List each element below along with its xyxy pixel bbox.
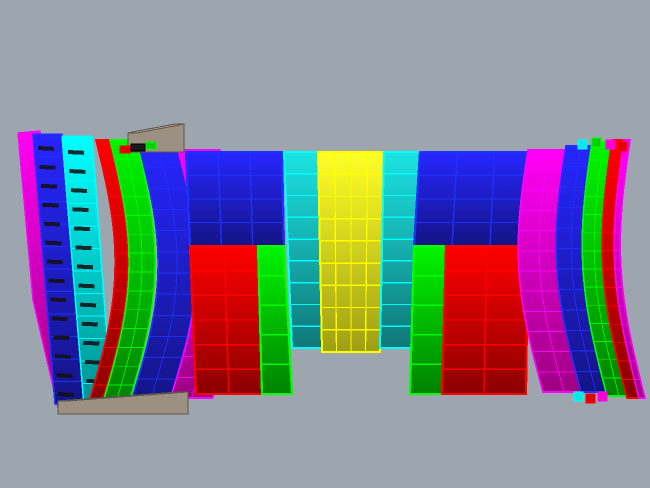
element-id-label — [47, 259, 64, 265]
element-id-label — [45, 240, 62, 246]
right-cap — [573, 391, 584, 402]
marker — [130, 143, 146, 152]
marker — [119, 145, 131, 154]
element-id-label — [73, 226, 91, 232]
element-id-label — [56, 373, 73, 378]
element-id-label — [54, 354, 71, 359]
marker — [145, 141, 157, 150]
element-id-label — [39, 164, 56, 170]
support-block-bottom-top — [57, 391, 189, 402]
panel-right-strip-magenta-coline — [538, 149, 565, 393]
panel-left-strip-green-coline — [115, 139, 143, 405]
panel-right-strip-blue-coline — [570, 145, 597, 393]
element-id-label — [53, 335, 70, 341]
right-cap — [591, 137, 602, 148]
element-id-label — [78, 283, 95, 289]
panel-deck-cyan-left — [283, 151, 323, 349]
element-id-label — [67, 150, 84, 155]
panel-right-pier-blue — [412, 150, 534, 248]
right-cap — [597, 391, 608, 402]
panel-left-pier-green-face — [256, 244, 294, 396]
support-block-top-top — [127, 123, 185, 134]
element-id-label — [40, 183, 58, 189]
panel-deck-yellow — [317, 151, 385, 353]
panel-right-strip-edge-magenta-face — [613, 139, 647, 399]
element-id-label — [77, 264, 94, 270]
element-id-label — [84, 359, 101, 365]
element-id-label — [51, 316, 68, 322]
support-block-bottom — [57, 391, 189, 415]
right-cap — [605, 139, 616, 150]
element-id-label — [72, 207, 89, 213]
panel-left-pier-blue — [184, 150, 286, 248]
panel-left-strip-blue-coline — [150, 145, 178, 401]
panel-right-pier-green-face — [408, 244, 448, 396]
element-id-label — [37, 146, 54, 151]
panel-deck-yellow-meshline-v — [364, 151, 369, 353]
panel-right-strip-edge-magenta — [613, 139, 647, 399]
right-cap — [617, 141, 628, 152]
panel-right-pier-red — [440, 244, 530, 396]
element-id-label — [42, 202, 59, 208]
element-id-label — [75, 245, 92, 251]
right-cap — [577, 139, 588, 150]
element-id-label — [70, 188, 88, 193]
element-id-label — [48, 278, 65, 284]
panel-deck-yellow-meshline-v — [333, 151, 338, 353]
element-id-label — [81, 321, 98, 327]
panel-left-pier-green — [256, 244, 294, 396]
element-id-label — [57, 392, 74, 397]
right-edge-caps — [573, 137, 628, 404]
right-cap — [585, 393, 596, 404]
element-id-label — [80, 302, 97, 308]
element-id-label — [43, 221, 61, 227]
element-id-label — [50, 297, 67, 303]
element-id-label — [83, 340, 100, 346]
top-left-markers — [119, 141, 157, 154]
panel-left-pier-red — [188, 244, 264, 396]
panel-deck-cyan-left-face — [283, 151, 323, 349]
panel-right-strip-green-coline — [593, 141, 620, 397]
element-id-label — [69, 169, 86, 174]
panel-right-pier-green — [408, 244, 448, 396]
